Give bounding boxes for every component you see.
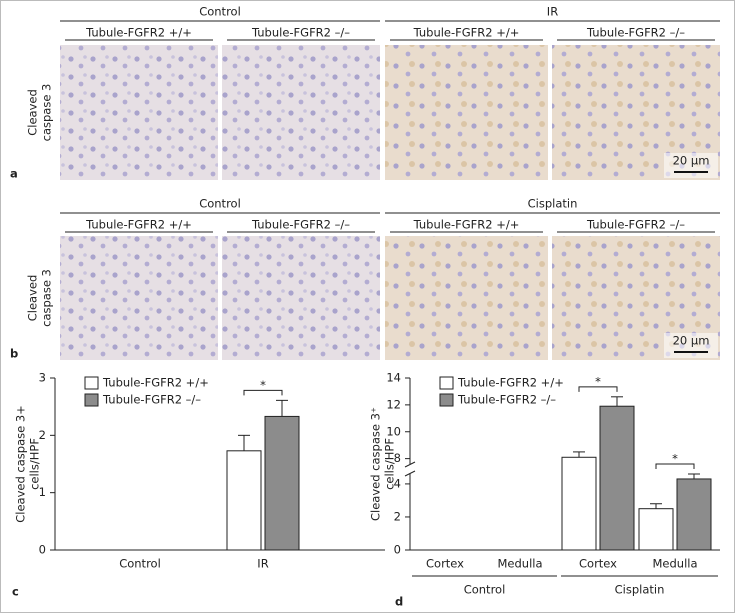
x-tick-label: Cortex [426, 557, 464, 571]
column-label: Tubule-FGFR2 –/– [251, 26, 350, 40]
x-tick-label: Medulla [652, 557, 697, 571]
y-axis-label: cells/HPF [383, 438, 397, 490]
x-tick-label: Medulla [497, 557, 542, 571]
column-label: Tubule-FGFR2 +/+ [413, 26, 520, 40]
legend-label: Tubule-FGFR2 +/+ [102, 376, 209, 390]
row-label: caspase 3 [40, 269, 54, 327]
legend-swatch [84, 393, 99, 407]
row-label: Cleaved [26, 275, 40, 322]
significance-bracket [243, 389, 283, 396]
y-tick-label: 0 [39, 543, 46, 557]
scale-bar-bg [664, 333, 718, 358]
y-axis-label: Cleaved caspase 3⁺ [369, 407, 383, 521]
micrograph [385, 45, 548, 180]
y-tick-label: 2 [394, 509, 401, 523]
panel-letter: c [12, 585, 19, 599]
micrograph [222, 236, 380, 360]
scale-bar-bg [664, 153, 718, 178]
panel-letter: a [10, 167, 18, 181]
group-label: Control [199, 197, 241, 211]
y-axis-label: Cleaved caspase 3+ [14, 405, 28, 523]
x-tick-label: IR [257, 557, 268, 571]
axis-break [404, 461, 416, 468]
row-label: Cleaved [26, 89, 40, 136]
y-tick-label: 2 [39, 428, 46, 442]
column-label: Tubule-FGFR2 +/+ [85, 218, 192, 232]
bar [599, 405, 635, 551]
group-label: Cisplatin [615, 583, 665, 597]
significance-bracket [578, 386, 618, 392]
column-label: Tubule-FGFR2 –/– [251, 218, 350, 232]
legend-swatch [439, 376, 454, 390]
panel-letter: d [395, 595, 403, 609]
y-tick-label: 10 [386, 424, 401, 438]
bar [638, 508, 674, 551]
x-tick-label: Cortex [579, 557, 617, 571]
panel-letter: b [10, 347, 18, 361]
y-tick-label: 12 [386, 397, 401, 411]
y-tick-label: 3 [39, 371, 46, 385]
y-tick-label: 0 [394, 543, 401, 557]
bar [676, 478, 712, 551]
y-tick-label: 8 [394, 451, 401, 465]
legend-label: Tubule-FGFR2 –/– [102, 393, 201, 407]
y-tick-label: 4 [394, 476, 401, 490]
column-label: Tubule-FGFR2 –/– [586, 218, 685, 232]
micrograph [60, 45, 218, 180]
micrograph [385, 236, 548, 360]
row-label: caspase 3 [40, 84, 54, 142]
group-label: Cisplatin [528, 197, 578, 211]
y-tick-label: 14 [386, 371, 401, 385]
significance-label: * [260, 378, 266, 392]
significance-label: * [595, 374, 601, 388]
x-tick-label: Control [119, 557, 161, 571]
scale-bar-label: 20 µm [673, 154, 710, 168]
bar [226, 450, 262, 551]
legend-swatch [84, 376, 99, 390]
legend-label: Tubule-FGFR2 –/– [457, 393, 556, 407]
legend-label: Tubule-FGFR2 +/+ [457, 376, 564, 390]
micrograph [60, 236, 218, 360]
significance-bracket [655, 463, 695, 469]
group-label: IR [547, 5, 558, 19]
bar [561, 456, 597, 551]
group-label: Control [464, 583, 506, 597]
axis-break [404, 470, 416, 477]
legend-swatch [439, 393, 454, 407]
significance-label: * [672, 452, 678, 466]
column-label: Tubule-FGFR2 +/+ [85, 26, 192, 40]
group-label: Control [199, 5, 241, 19]
micrograph [222, 45, 380, 180]
y-tick-label: 1 [39, 485, 46, 499]
y-axis-label: cells/HPF [28, 438, 42, 490]
bar [264, 415, 300, 551]
column-label: Tubule-FGFR2 +/+ [413, 218, 520, 232]
scale-bar-label: 20 µm [673, 334, 710, 348]
column-label: Tubule-FGFR2 –/– [586, 26, 685, 40]
